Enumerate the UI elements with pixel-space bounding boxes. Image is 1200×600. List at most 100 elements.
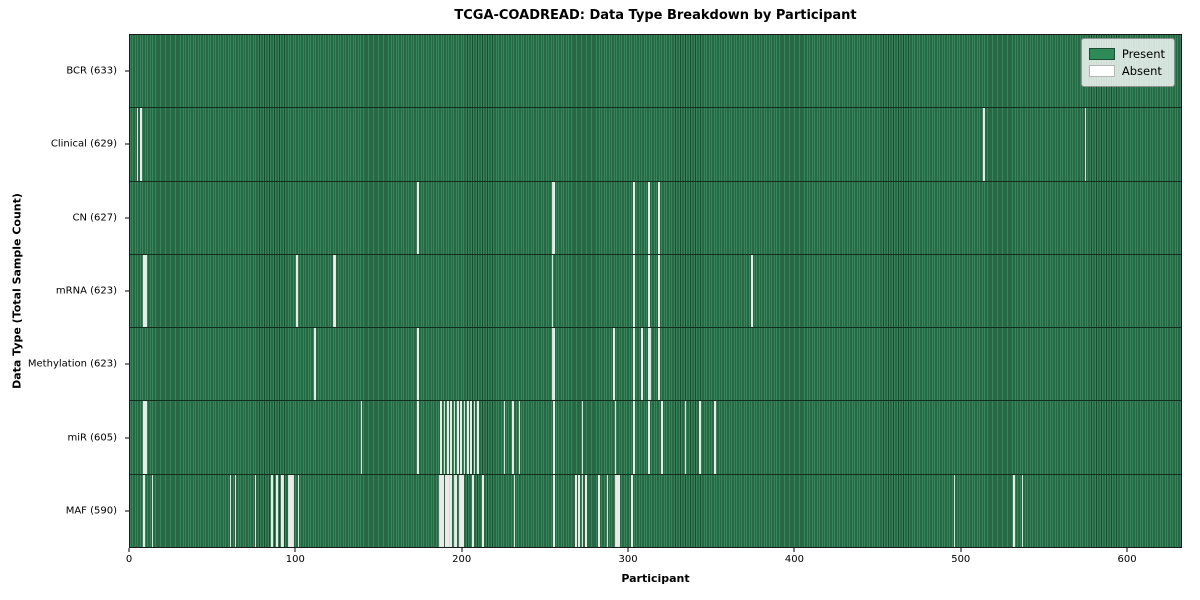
y-tick-label-mrna: mRNA (623) [55, 285, 117, 297]
absent-bar [276, 474, 278, 547]
absent-bar [271, 474, 273, 547]
absent-bar [633, 181, 635, 254]
legend: Present Absent [1080, 38, 1175, 87]
absent-bar [657, 328, 660, 401]
absent-bar [440, 474, 443, 547]
x-tick-label-100: 100 [285, 554, 305, 565]
y-tick-label-cn: CN (627) [72, 212, 117, 224]
present-swatch-icon [1088, 48, 1115, 60]
absent-bar [581, 474, 584, 547]
legend-label-absent: Absent [1121, 64, 1162, 78]
heatmap-row-mrna [130, 254, 1181, 329]
absent-bar [463, 401, 466, 474]
x-tick-label-400: 400 [784, 554, 804, 565]
heatmap-row-mir [130, 401, 1181, 475]
absent-bar [714, 401, 717, 474]
absent-bar [151, 474, 154, 547]
absent-bar [633, 328, 635, 401]
heatmap-row-cn [130, 181, 1181, 255]
absent-bar [457, 401, 459, 474]
x-tick-label-0: 0 [125, 554, 133, 565]
absent-bar [648, 328, 650, 401]
absent-bar [614, 474, 617, 547]
x-tick-label-500: 500 [951, 554, 971, 565]
heatmap-row-methylation [130, 328, 1181, 402]
absent-bar [631, 474, 634, 547]
y-tick-mark [125, 143, 129, 145]
absent-bar [438, 474, 441, 547]
absent-bar [613, 328, 615, 401]
absent-bar [1084, 108, 1087, 181]
absent-bar [144, 401, 147, 474]
x-tick-mark [627, 548, 629, 552]
absent-bar [983, 108, 986, 181]
y-tick-label-bcr: BCR (633) [66, 65, 117, 77]
legend-label-present: Present [1121, 47, 1165, 61]
absent-bar [287, 474, 290, 547]
absent-bar [648, 254, 650, 328]
absent-bar [503, 401, 506, 474]
heatmap-row-maf [130, 474, 1181, 547]
absent-bar [334, 254, 336, 328]
absent-bar [360, 401, 363, 474]
absent-bar [254, 474, 257, 547]
absent-bar [139, 108, 142, 181]
absent-bar [551, 254, 554, 328]
absent-bar [143, 401, 145, 474]
absent-bar [633, 254, 635, 328]
absent-bar [450, 474, 453, 547]
y-tick-mark [125, 363, 129, 365]
absent-bar [229, 474, 232, 547]
legend-item-absent: Absent [1088, 64, 1165, 78]
absent-bar [314, 328, 316, 401]
y-tick-labels: BCR (633) Clinical (629) CN (627) mRNA (623… [0, 34, 129, 548]
absent-bar [633, 401, 635, 474]
x-tick-label-200: 200 [452, 554, 472, 565]
x-tick-mark [294, 548, 296, 552]
y-tick-label-mir: miR (605) [67, 432, 117, 444]
absent-bar [289, 474, 292, 547]
x-tick-labels: 0 100 200 300 400 500 600 [125, 548, 1182, 572]
absent-bar [453, 474, 456, 547]
legend-item-present: Present [1088, 47, 1165, 61]
absent-bar [470, 401, 473, 474]
absent-bar [442, 474, 444, 547]
absent-bar [584, 474, 587, 547]
absent-bar [578, 474, 580, 547]
y-tick-label-maf: MAF (590) [65, 505, 117, 517]
absent-bar [518, 401, 521, 474]
absent-bar [574, 474, 577, 547]
absent-bar [699, 401, 702, 474]
absent-bar [144, 254, 147, 328]
absent-bar [281, 474, 283, 547]
absent-bar [616, 474, 619, 547]
absent-bar [581, 401, 584, 474]
x-tick-mark [128, 548, 130, 552]
y-tick-label-clinical: Clinical (629) [50, 138, 117, 150]
absent-bar [136, 108, 139, 181]
absent-bar [618, 474, 620, 547]
absent-bar [750, 254, 753, 328]
absent-bar [953, 474, 956, 547]
absent-bar [1021, 474, 1024, 547]
y-tick-mark [125, 437, 129, 439]
heatmap-row-bcr [130, 35, 1181, 109]
absent-bar [296, 254, 298, 328]
absent-bar [460, 401, 463, 474]
absent-bar [553, 474, 556, 547]
absent-bar [553, 328, 556, 401]
absent-bar [440, 401, 443, 474]
absent-bar [551, 328, 554, 401]
absent-bar [553, 401, 556, 474]
absent-bar [448, 474, 451, 547]
absent-bar [511, 401, 514, 474]
x-axis-label: Participant [621, 572, 690, 585]
x-tick-label-600: 600 [1117, 554, 1137, 565]
x-tick-mark [960, 548, 962, 552]
x-tick-label-300: 300 [618, 554, 638, 565]
absent-bar [292, 474, 295, 547]
absent-bar [417, 328, 419, 401]
absent-bar [606, 474, 609, 547]
absent-bar [657, 181, 660, 254]
absent-bar [460, 474, 463, 547]
